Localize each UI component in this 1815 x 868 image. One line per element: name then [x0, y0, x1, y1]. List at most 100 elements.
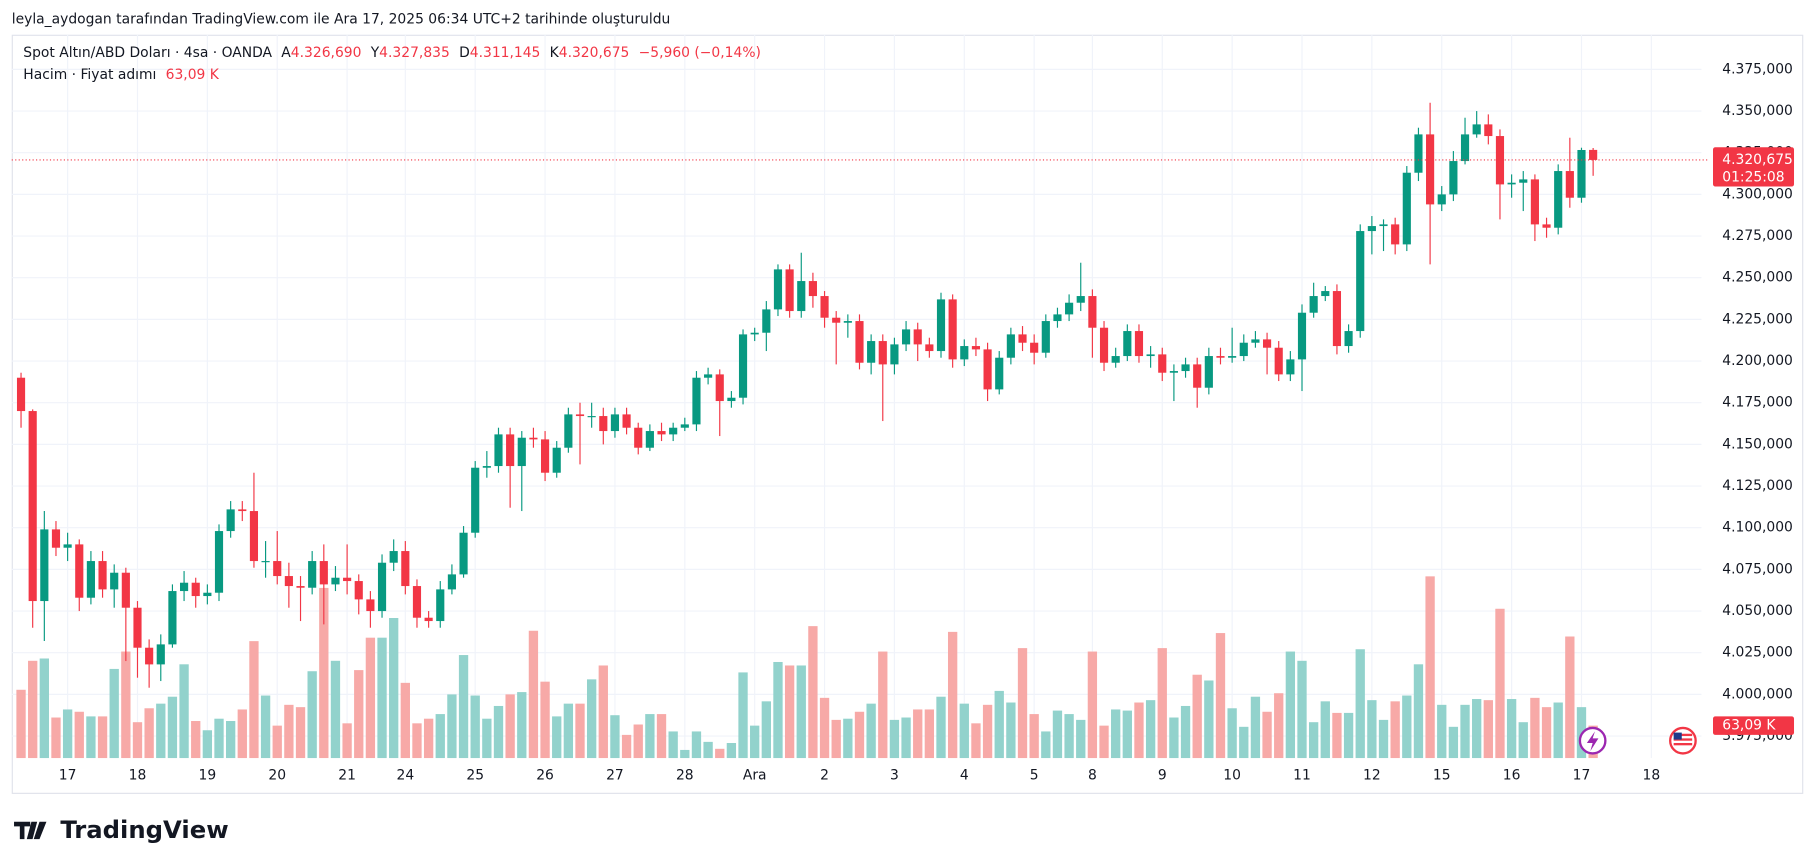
volume-bar [901, 717, 911, 759]
candle-body [1181, 364, 1190, 372]
candle-body [412, 586, 422, 618]
volume-bar [39, 658, 49, 759]
candle-body [494, 434, 503, 467]
candle-body [1123, 331, 1132, 357]
candle-body [1332, 291, 1342, 347]
candle-body [657, 431, 666, 435]
candle-body [599, 416, 608, 432]
candle-body [319, 561, 328, 585]
volume-bar [400, 682, 410, 759]
legend-value: 4.320,675 [559, 45, 630, 61]
volume-bar [1215, 633, 1226, 759]
candle-body [1053, 314, 1062, 322]
candle-body [529, 437, 538, 440]
volume-bar [563, 703, 574, 759]
volume-bar [784, 665, 795, 759]
volume-bar [1029, 714, 1039, 759]
candle-body [1169, 371, 1178, 373]
volume-bar [1111, 709, 1121, 759]
candle-body [354, 581, 363, 600]
candle-body [471, 467, 480, 533]
volume-bar [819, 697, 830, 759]
candle-body [925, 344, 934, 352]
y-tick-label: 4.375,000 [1722, 61, 1793, 77]
volume-bar [365, 637, 376, 759]
candle-body [773, 269, 783, 310]
candle-body [1158, 354, 1167, 373]
y-tick-label: 4.300,000 [1722, 186, 1793, 202]
candle-body [424, 617, 433, 622]
flag-icon[interactable] [1669, 726, 1697, 755]
volume-bar [843, 718, 853, 759]
y-tick-label: 4.100,000 [1722, 520, 1793, 536]
volume-bar [1367, 700, 1377, 759]
volume-bar [260, 695, 271, 759]
candle-body [308, 561, 317, 588]
candle-body [936, 299, 946, 352]
volume-bar [435, 714, 445, 759]
volume-bar [878, 651, 888, 759]
candle-body [1228, 356, 1237, 358]
volume-bar [1064, 714, 1074, 759]
y-tick-label: 4.275,000 [1722, 228, 1793, 244]
lightning-icon[interactable] [1578, 726, 1607, 755]
candle-body [1297, 312, 1307, 360]
volume-bar [1250, 696, 1261, 759]
x-tick-label: 17 [1573, 767, 1591, 783]
volume-bar [668, 731, 678, 759]
volume-bar [1122, 710, 1132, 759]
candle-body [506, 434, 515, 467]
volume-bar [703, 741, 713, 759]
volume-bar [74, 711, 84, 759]
candle-body [51, 529, 61, 548]
legend-key: Y [370, 45, 380, 61]
candle-body [28, 411, 37, 602]
candle-body [785, 269, 794, 312]
volume-bar [1565, 636, 1575, 759]
volume-bar [1460, 704, 1470, 759]
candle-body [98, 561, 107, 590]
volume-bar [1355, 649, 1365, 759]
x-tick-label: 10 [1223, 767, 1241, 783]
candle-body [377, 562, 387, 612]
x-tick-label: 21 [338, 767, 356, 783]
volume-bar [458, 655, 469, 759]
volume-bar [831, 719, 841, 759]
volume-bar [1134, 702, 1144, 759]
volume-bar [738, 672, 748, 759]
candle-body [1437, 194, 1446, 205]
volume-bar [179, 664, 189, 759]
candle-body [948, 299, 957, 360]
candle-body [971, 346, 981, 350]
x-tick-label: 26 [536, 767, 554, 783]
candle-body [1193, 364, 1202, 388]
volume-bar [1192, 674, 1202, 759]
legend-key: D [459, 45, 470, 61]
candle-body [249, 511, 259, 562]
y-tick-label: 4.050,000 [1722, 603, 1793, 619]
brand-logo[interactable]: TradingView [14, 815, 229, 844]
volume-bar [610, 715, 620, 759]
volume-bar [121, 651, 131, 759]
volume-bar [389, 618, 399, 759]
y-tick-label: 4.250,000 [1722, 270, 1793, 286]
volume-bar [412, 723, 422, 759]
candle-body [40, 529, 49, 602]
volume-bar [889, 719, 900, 759]
volume-bar [307, 671, 317, 759]
candle-body [1472, 124, 1481, 135]
volume-bar [225, 721, 236, 759]
candle-body [296, 586, 305, 588]
volume-bar [1413, 664, 1424, 759]
legend-value: 4.327,835 [379, 45, 450, 61]
volume-bar [482, 718, 492, 759]
x-tick-label: 20 [268, 767, 286, 783]
candle-body [960, 346, 969, 360]
candle-body [587, 416, 596, 418]
legend-volume-value: 63,09 K [166, 67, 220, 83]
volume-bar [586, 679, 597, 759]
candle-body [284, 576, 293, 587]
candle-body [1065, 302, 1074, 315]
volume-bar [1483, 700, 1493, 759]
